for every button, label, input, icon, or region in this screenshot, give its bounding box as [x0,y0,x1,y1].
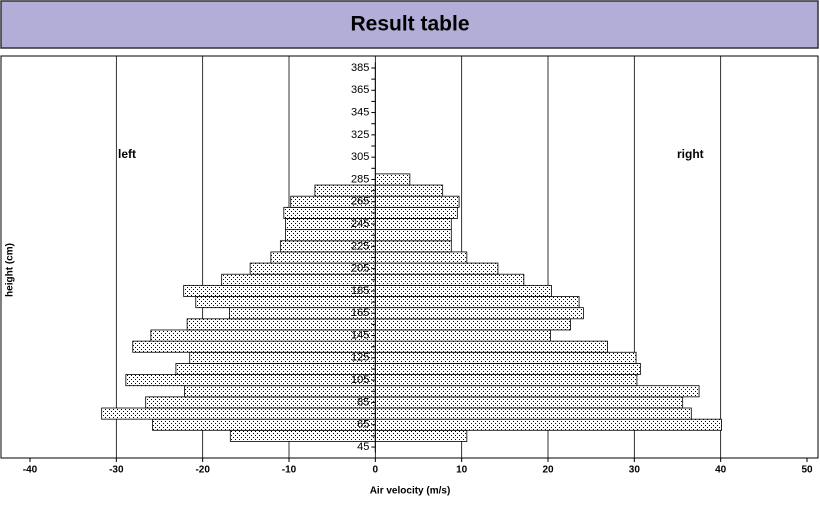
y-tick-label: 125 [351,352,369,364]
x-axis-title: Air velocity (m/s) [370,486,451,497]
series-label: left [118,147,136,161]
y-tick-label: 345 [351,106,369,118]
series-label: right [677,147,704,161]
chart-title: Result table [350,13,469,36]
y-tick-label: 85 [357,396,369,408]
bar [374,206,458,219]
bar [186,318,376,331]
bar [195,296,376,309]
bar [374,363,641,375]
bar [283,206,376,219]
bar [132,340,376,353]
bar [270,251,376,264]
bar [374,396,684,409]
x-tick-label: -10 [282,465,297,476]
bar [374,340,608,353]
bar [374,407,692,420]
bar [101,407,376,420]
y-tick-label: 325 [351,129,369,141]
bar [184,385,376,398]
bar [374,374,638,387]
y-tick-label: 205 [351,263,369,275]
y-tick-label: 305 [351,151,369,163]
x-tick-label: 30 [629,465,641,476]
y-tick-label: 145 [351,329,369,341]
bar [374,429,468,442]
bar [374,251,468,264]
y-tick-label: 105 [351,374,369,386]
bar [145,396,376,409]
bar [285,229,376,242]
bar [374,229,452,242]
bar [374,318,571,331]
bar [374,184,444,197]
bar [374,351,637,364]
x-tick-label: -20 [195,465,210,476]
bar [374,296,580,309]
y-axis-title: height (cm) [5,243,16,297]
x-tick-label: 0 [373,465,379,476]
title-bar [0,0,819,49]
bar [152,418,376,431]
bar [229,429,376,442]
y-tick-label: 365 [351,84,369,96]
bar [374,284,552,297]
bar [374,273,525,286]
bar [374,240,452,253]
bar [125,374,376,387]
bar [183,284,376,297]
y-tick-label: 185 [351,285,369,297]
bar [175,363,376,375]
bar [150,329,376,342]
y-tick-label: 165 [351,307,369,319]
bar [374,262,499,275]
bar [374,307,584,320]
bar [374,329,551,342]
y-tick-label: 65 [357,419,369,431]
y-tick-label: 265 [351,196,369,208]
x-tick-label: 50 [801,465,813,476]
x-tick-label: 40 [715,465,727,476]
y-tick-label: 225 [351,240,369,252]
y-tick-label: 285 [351,173,369,185]
bar [314,184,376,197]
y-tick-label: 45 [357,441,369,453]
bar [374,173,411,186]
bar [189,351,376,364]
bar [374,218,452,231]
bar [221,273,376,286]
x-tick-label: 10 [456,465,468,476]
x-tick-label: 20 [542,465,554,476]
x-tick-label: -40 [23,465,38,476]
y-tick-label: 385 [351,62,369,74]
bar [374,195,460,208]
y-tick-label: 245 [351,218,369,230]
x-tick-label: -30 [109,465,124,476]
bar [374,418,722,431]
bar [374,385,700,398]
